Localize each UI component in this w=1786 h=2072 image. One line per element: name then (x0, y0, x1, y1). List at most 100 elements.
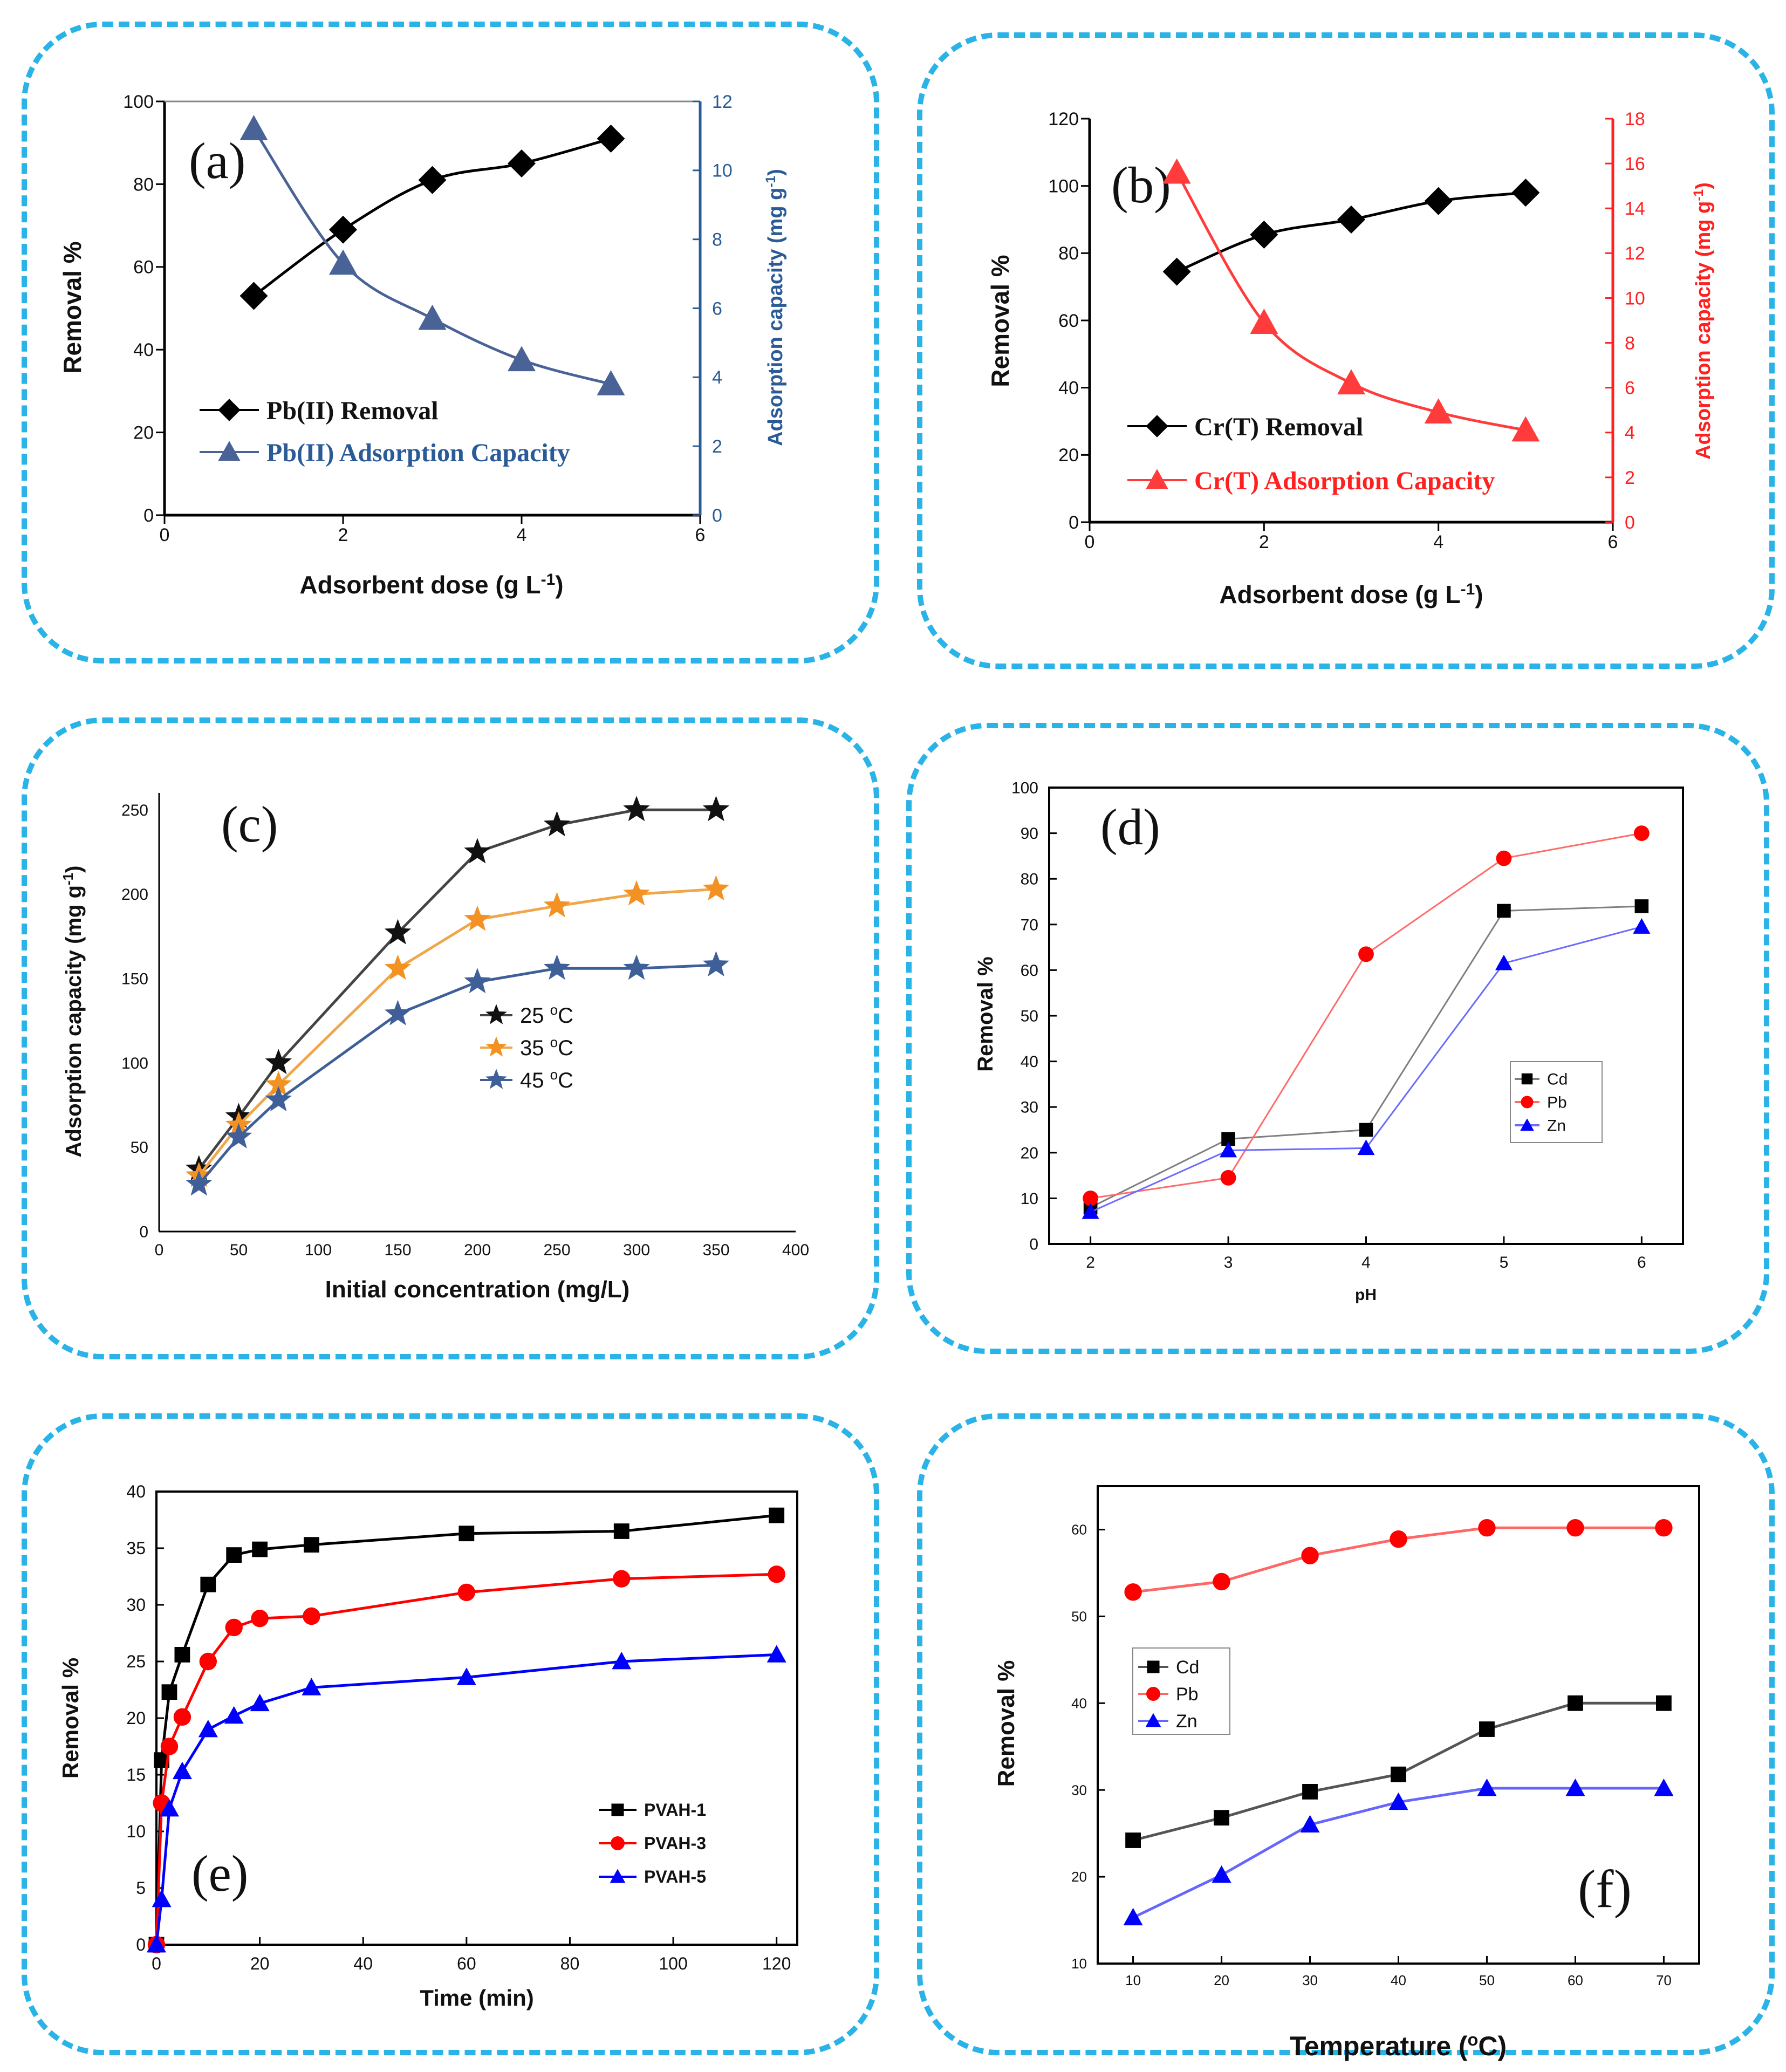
data-point (1301, 1547, 1319, 1564)
legend-label: PVAH-1 (644, 1800, 706, 1820)
legend-label: 25 oC (520, 1002, 573, 1028)
y-right-tick-label: 2 (712, 436, 722, 457)
x-tick-label: 50 (230, 1241, 248, 1259)
data-point (384, 1000, 412, 1025)
x-tick-label: 4 (1433, 532, 1443, 552)
y-right-tick-label: 6 (712, 298, 722, 319)
y-right-tick-label: 4 (1625, 423, 1635, 443)
series-2 (1082, 918, 1651, 1219)
x-tick-label: 400 (782, 1241, 809, 1259)
data-point (1495, 954, 1513, 970)
y-tick-label: 80 (133, 174, 154, 195)
y-tick-label: 40 (1058, 378, 1079, 399)
data-point (303, 1607, 320, 1625)
data-point (161, 1684, 177, 1700)
legend-marker (1145, 1713, 1161, 1727)
x-tick-label: 80 (560, 1954, 580, 1973)
y-right-tick-label: 2 (1625, 468, 1635, 488)
data-point (1302, 1784, 1318, 1800)
data-point (200, 1576, 216, 1592)
legend-marker (611, 1836, 625, 1850)
data-point (1250, 309, 1278, 334)
legend-marker (485, 1036, 507, 1057)
legend-label: 35 oC (520, 1034, 573, 1060)
y-tick-label: 5 (136, 1878, 146, 1898)
y-tick-label: 100 (123, 92, 154, 112)
legend-marker (1146, 469, 1168, 489)
data-point (250, 1693, 270, 1712)
panel-label: (c) (221, 796, 278, 853)
legend-marker (1521, 1073, 1533, 1085)
x-tick-label: 2 (1086, 1254, 1095, 1271)
panel-label: (f) (1578, 1859, 1632, 1919)
data-point (459, 1526, 475, 1542)
data-point (612, 1652, 632, 1670)
y-axis-label: Removal % (58, 241, 86, 373)
y-tick-label: 10 (126, 1822, 146, 1841)
x-tick-label: 50 (1479, 1972, 1495, 1988)
chart-c: 0 50 100 150 200 250 300 350 400 0 50 100 150 200 250 I… (60, 793, 809, 1303)
data-point (226, 1547, 242, 1563)
panel-c-frame (22, 717, 879, 1359)
x-tick-label: 40 (353, 1954, 373, 1973)
y-right-tick-label: 0 (712, 505, 722, 526)
y-tick-label: 40 (133, 340, 154, 360)
data-point (1124, 1583, 1142, 1601)
legend-label: Pb(II) Removal (266, 396, 439, 425)
x-tick-label: 70 (1656, 1972, 1672, 1988)
data-point (456, 1667, 476, 1685)
y-right-tick-label: 12 (1625, 243, 1645, 264)
data-point (1634, 899, 1649, 913)
data-point (147, 1935, 166, 1953)
legend-label: Cr(T) Adsorption Capacity (1194, 467, 1495, 495)
data-point (1656, 1695, 1672, 1711)
y-tick-label: 150 (121, 970, 148, 988)
data-point (1568, 1695, 1583, 1711)
data-point (1654, 1778, 1674, 1796)
x-tick-label: 3 (1224, 1254, 1233, 1271)
data-point (1250, 221, 1278, 249)
legend-label: Cd (1176, 1657, 1199, 1678)
data-point (1300, 1815, 1320, 1832)
legend-label: Cd (1547, 1071, 1568, 1089)
y-tick-label: 20 (133, 423, 154, 443)
y-tick-label: 100 (1011, 779, 1038, 797)
y-tick-label: 250 (121, 802, 148, 819)
data-point (418, 166, 447, 194)
y-axis-label: Removal % (974, 956, 997, 1071)
data-point (1123, 1907, 1143, 1926)
x-axis-label: Time (min) (420, 1985, 534, 2011)
data-point (239, 115, 268, 140)
data-point (464, 905, 491, 931)
legend-marker (1521, 1096, 1534, 1109)
data-point (265, 1049, 292, 1075)
y-tick-label: 80 (1058, 243, 1079, 264)
x-tick-label: 60 (1568, 1972, 1583, 1988)
series-2 (1123, 1778, 1674, 1926)
y-right-tick-label: 0 (1625, 512, 1635, 533)
data-point (418, 304, 447, 330)
y-right-tick-label: 8 (712, 230, 722, 250)
x-axis-label: Temperature (oC) (1290, 2030, 1507, 2061)
y-tick-label: 0 (1029, 1236, 1038, 1254)
y-tick-label: 50 (131, 1139, 148, 1157)
y-tick-label: 120 (1048, 109, 1079, 129)
y-axis-label: Removal % (58, 1658, 83, 1779)
y-tick-label: 50 (1071, 1608, 1087, 1624)
data-point (302, 1678, 321, 1695)
y-right-tick-label: 12 (712, 92, 733, 112)
y-tick-label: 10 (1021, 1190, 1038, 1208)
y-axis-label: Removal % (986, 255, 1014, 387)
data-point (464, 838, 491, 864)
y-tick-label: 30 (126, 1595, 146, 1615)
y-tick-label: 20 (126, 1708, 146, 1728)
legend: Cr(T) Removal Cr(T) Adsorption Capacity (1127, 413, 1495, 495)
data-point (172, 1761, 192, 1780)
data-point (252, 1541, 268, 1557)
y-tick-label: 60 (1021, 962, 1038, 980)
data-point (1496, 850, 1512, 866)
x-tick-label: 100 (305, 1241, 332, 1259)
data-point (174, 1647, 190, 1663)
series-2 (147, 1645, 786, 1953)
legend-label: Zn (1547, 1117, 1566, 1135)
